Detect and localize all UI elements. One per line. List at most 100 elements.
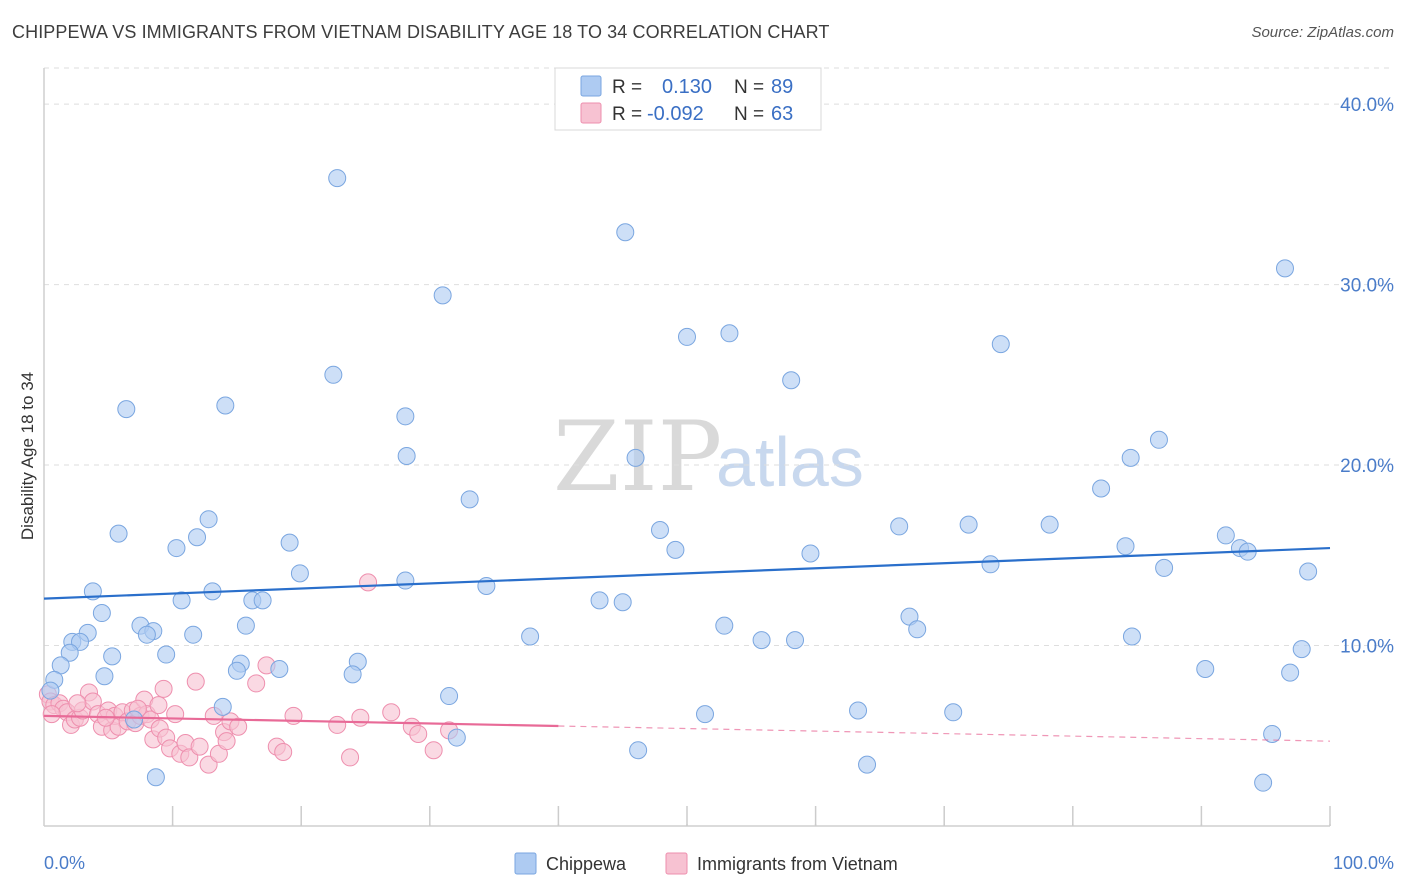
chippewa-point — [1092, 479, 1111, 498]
chippewa-point — [324, 365, 343, 384]
chippewa-point — [890, 517, 909, 536]
chippewa-point — [801, 544, 820, 563]
chippewa-point — [1122, 627, 1141, 646]
chippewa-point — [117, 400, 136, 419]
vietnam-point — [328, 715, 347, 734]
vietnam-point — [247, 674, 266, 693]
x-tick-label-max: 100.0% — [1333, 853, 1394, 873]
chippewa-point — [944, 703, 963, 722]
chippewa-point — [715, 616, 734, 635]
chart-title: CHIPPEWA VS IMMIGRANTS FROM VIETNAM DISA… — [12, 22, 830, 42]
chippewa-point — [1275, 259, 1294, 278]
chippewa-point — [629, 741, 648, 760]
chippewa-point — [1149, 430, 1168, 449]
chippewa-point — [959, 515, 978, 534]
legend-r-value-chippewa: 0.130 — [662, 76, 712, 98]
vietnam-point — [186, 672, 205, 691]
vietnam-point — [274, 743, 293, 762]
x-tick-label-min: 0.0% — [44, 853, 85, 873]
chippewa-point — [616, 223, 635, 242]
chippewa-point — [720, 324, 739, 343]
chippewa-point — [991, 335, 1010, 354]
vietnam-point — [68, 694, 87, 713]
chippewa-point — [981, 555, 1000, 574]
vietnam-point — [149, 696, 168, 715]
legend-n-label-vietnam: N = — [734, 104, 764, 125]
legend-n-value-chippewa: 89 — [771, 76, 793, 98]
chippewa-point — [440, 687, 459, 706]
vietnam-trend-line-dashed — [558, 725, 1331, 742]
legend-swatch-chippewa — [580, 75, 602, 97]
chippewa-point — [1299, 562, 1318, 581]
chippewa-point — [908, 620, 927, 639]
chippewa-point — [1216, 526, 1235, 545]
chippewa-trend-line — [43, 546, 1331, 600]
grid-lines — [44, 67, 1394, 647]
vietnam-point — [42, 705, 61, 724]
legend-n-label-chippewa: N = — [734, 77, 764, 98]
watermark-atlas: atlas — [716, 423, 864, 501]
chippewa-point — [590, 591, 609, 610]
chippewa-point — [433, 286, 452, 305]
y-tick-label: 10.0% — [1340, 637, 1394, 658]
legend-r-label-chippewa: R = — [612, 77, 642, 98]
legend-r-value-vietnam: -0.092 — [647, 103, 704, 125]
chippewa-point — [157, 645, 176, 664]
chippewa-point — [626, 448, 645, 467]
chippewa-point — [1281, 663, 1300, 682]
chippewa-point — [172, 591, 191, 610]
chippewa-point — [270, 659, 289, 678]
chippewa-point — [849, 701, 868, 720]
y-tick-label: 30.0% — [1340, 276, 1394, 297]
vietnam-point — [382, 703, 401, 722]
chippewa-point — [236, 616, 255, 635]
vietnam-point — [190, 737, 209, 756]
chippewa-point — [521, 627, 540, 646]
chippewa-point — [60, 643, 79, 662]
bottom-legend-swatch-chippewa — [514, 852, 537, 875]
chippewa-point — [396, 571, 415, 590]
chippewa-point — [1116, 537, 1135, 556]
chippewa-point — [125, 710, 144, 729]
series-legend: Chippewa Immigrants from Vietnam — [514, 852, 898, 875]
chippewa-point — [95, 667, 114, 686]
chippewa-point — [447, 728, 466, 747]
chippewa-point — [146, 768, 165, 787]
vietnam-point — [166, 705, 185, 724]
chippewa-point — [92, 604, 111, 623]
chippewa-point — [167, 539, 186, 558]
y-tick-label: 40.0% — [1340, 95, 1394, 116]
vietnam-point — [409, 724, 428, 743]
bottom-legend-swatch-vietnam — [665, 852, 688, 875]
chippewa-point — [1263, 724, 1282, 743]
vietnam-point — [359, 573, 378, 592]
chippewa-point — [782, 371, 801, 390]
chippewa-point — [1155, 558, 1174, 577]
chippewa-point — [696, 705, 715, 724]
correlation-legend: R = 0.130 N = 89 R = -0.092 N = 63 — [554, 67, 822, 131]
chippewa-point — [786, 631, 805, 650]
chippewa-point — [290, 564, 309, 583]
chippewa-point — [666, 540, 685, 559]
chippewa-point — [1121, 448, 1140, 467]
vietnam-point — [351, 708, 370, 727]
source-credit: Source: ZipAtlas.com — [1251, 24, 1394, 41]
chippewa-point — [397, 447, 416, 466]
chippewa-point — [1292, 640, 1311, 659]
legend-swatch-vietnam — [580, 102, 602, 124]
chippewa-point — [858, 755, 877, 774]
chippewa-point — [1196, 659, 1215, 678]
vietnam-trend-line — [43, 714, 559, 728]
chippewa-point — [613, 593, 632, 612]
chippewa-point — [213, 697, 232, 716]
y-tick-labels: 10.0% 20.0% 30.0% 40.0% — [1340, 95, 1394, 657]
chippewa-point — [280, 533, 299, 552]
chippewa-point — [188, 528, 207, 547]
chippewa-point — [1040, 515, 1059, 534]
bottom-legend-label-chippewa: Chippewa — [546, 854, 627, 874]
series-chippewa-points — [41, 169, 1318, 792]
series-vietnam-points — [38, 573, 459, 774]
chippewa-point — [343, 665, 362, 684]
vietnam-point — [154, 679, 173, 698]
